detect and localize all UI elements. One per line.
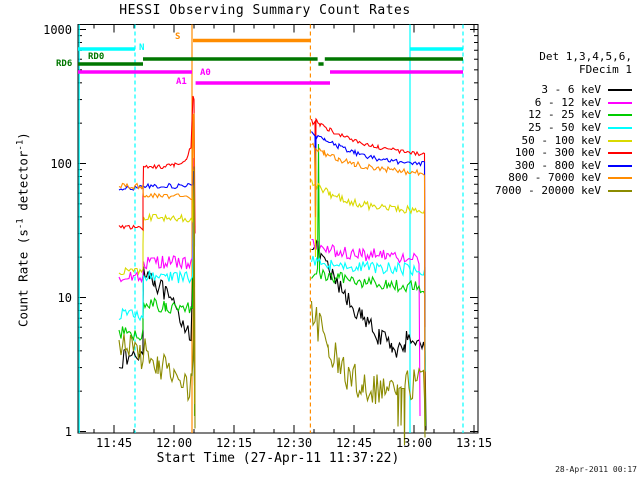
- legend-item: 100 - 300 keV: [486, 146, 632, 159]
- series-25-50keV: [310, 255, 427, 372]
- y-axis-label-sup: -1: [15, 218, 26, 230]
- creation-timestamp: 28-Apr-2011 00:17: [555, 465, 637, 474]
- series-3-6keV: [311, 239, 427, 431]
- x-tick-label: 12:00: [155, 436, 193, 450]
- legend-item-label: 100 - 300 keV: [514, 146, 601, 159]
- legend-item-label: 800 - 7000 keV: [508, 171, 601, 184]
- y-tick-label-1000: 1000: [43, 22, 72, 37]
- legend-header-detectors: Det 1,3,4,5,6,: [539, 50, 632, 63]
- legend-swatch: [608, 190, 632, 192]
- legend-header-decimation: FDecim 1: [579, 63, 632, 76]
- legend-swatch: [608, 102, 632, 104]
- legend-item-label: 25 - 50 keV: [528, 121, 601, 134]
- series-3-6keV: [118, 243, 196, 386]
- legend-item: 3 - 6 keV: [486, 83, 632, 96]
- legend-item: 6 - 12 keV: [486, 96, 632, 109]
- legend: Det 1,3,4,5,6, FDecim 1 3 - 6 keV 6 - 12…: [486, 50, 632, 197]
- y-axis-label: Count Rate (s-1 detector-1): [15, 115, 30, 345]
- flag-label-decimation6: RD6: [56, 59, 73, 69]
- y-axis-label-sup: -1: [15, 139, 26, 151]
- series-800-7000keV: [311, 142, 426, 427]
- legend-item: 12 - 25 keV: [486, 108, 632, 121]
- y-tick-label-10: 10: [57, 290, 72, 305]
- legend-swatch: [608, 140, 632, 142]
- legend-item-label: 3 - 6 keV: [541, 83, 601, 96]
- series-7000-20000keV: [310, 300, 426, 445]
- legend-swatch: [608, 114, 632, 116]
- flag-label-night: N: [139, 43, 145, 53]
- x-tick-label: 13:15: [455, 436, 493, 450]
- legend-item-label: 300 - 800 keV: [514, 159, 601, 172]
- legend-item: 50 - 100 keV: [486, 134, 632, 147]
- legend-item: 25 - 50 keV: [486, 121, 632, 134]
- legend-item: 7000 - 20000 keV: [486, 184, 632, 197]
- y-tick-label-100: 100: [50, 156, 72, 171]
- legend-item: 300 - 800 keV: [486, 159, 632, 172]
- series-50-100keV: [310, 179, 426, 427]
- x-tick-label: 12:30: [275, 436, 313, 450]
- series-12-25keV: [311, 143, 427, 427]
- y-axis-label-text: Count Rate (s: [15, 229, 31, 327]
- series-300-800keV: [311, 131, 426, 386]
- flag-label-saa: S: [175, 32, 181, 42]
- legend-swatch: [608, 177, 632, 179]
- legend-swatch: [608, 152, 632, 154]
- series-7000-20000keV: [118, 166, 196, 429]
- legend-swatch: [608, 127, 632, 129]
- series-25-50keV: [118, 216, 196, 338]
- series-100-300keV: [310, 117, 426, 328]
- x-tick-label: 13:00: [395, 436, 433, 450]
- y-tick-label-1: 1: [64, 424, 72, 439]
- x-tick-label: 12:45: [335, 436, 373, 450]
- legend-item-label: 50 - 100 keV: [521, 134, 601, 147]
- x-axis-label: Start Time (27-Apr-11 11:37:22): [156, 451, 400, 466]
- series-6-12keV: [118, 157, 196, 287]
- legend-item-label: 12 - 25 keV: [528, 108, 601, 121]
- legend-item-label: 6 - 12 keV: [534, 96, 601, 109]
- legend-item: 800 - 7000 keV: [486, 171, 632, 184]
- flag-label-decimation0: RD0: [88, 52, 105, 62]
- chart-title: HESSI Observing Summary Count Rates: [119, 3, 411, 18]
- legend-swatch: [608, 89, 632, 91]
- x-tick-label: 11:45: [95, 436, 133, 450]
- series-6-12keV: [311, 238, 421, 417]
- x-tick-label: 12:15: [215, 436, 253, 450]
- legend-swatch: [608, 165, 632, 167]
- series-50-100keV: [118, 169, 196, 404]
- flag-label-attenuator1: A1: [176, 77, 187, 87]
- series-100-300keV: [118, 95, 196, 234]
- series-300-800keV: [118, 170, 196, 247]
- series-800-7000keV: [118, 112, 196, 417]
- y-axis-label-text: ): [15, 132, 31, 140]
- series-12-25keV: [118, 192, 196, 416]
- y-axis-label-text: detector: [15, 150, 31, 219]
- flag-label-attenuator0: A0: [200, 68, 211, 78]
- legend-item-label: 7000 - 20000 keV: [495, 184, 601, 197]
